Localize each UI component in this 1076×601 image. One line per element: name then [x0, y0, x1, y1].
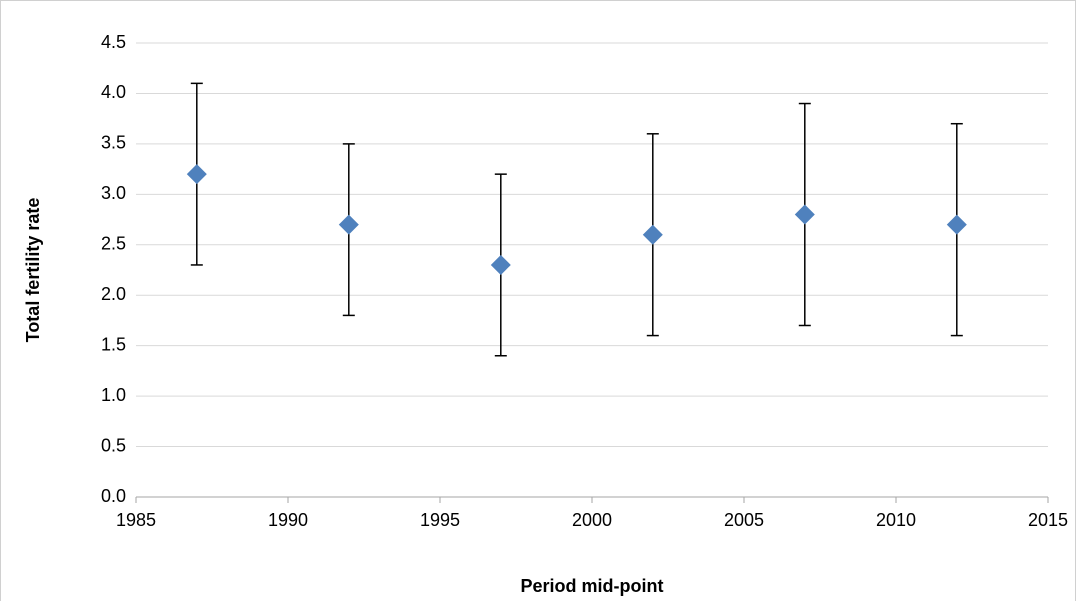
x-tick-label: 2000: [572, 510, 612, 530]
x-tick-label: 1985: [116, 510, 156, 530]
x-tick-label: 1995: [420, 510, 460, 530]
point: [490, 254, 511, 275]
y-tick-label: 3.0: [101, 183, 126, 203]
point: [338, 214, 359, 235]
point: [186, 164, 207, 185]
x-tick-label: 2010: [876, 510, 916, 530]
y-tick-label: 0.5: [101, 435, 126, 455]
point: [946, 214, 967, 235]
x-tick-label: 2015: [1028, 510, 1068, 530]
y-tick-label: 0.0: [101, 486, 126, 506]
y-tick-label: 1.0: [101, 385, 126, 405]
y-tick-label: 4.0: [101, 82, 126, 102]
x-tick-label: 1990: [268, 510, 308, 530]
point: [642, 224, 663, 245]
y-tick-label: 3.5: [101, 133, 126, 153]
y-tick-label: 1.5: [101, 334, 126, 354]
y-tick-label: 4.5: [101, 32, 126, 52]
y-tick-label: 2.0: [101, 284, 126, 304]
y-axis-title: Total fertility rate: [23, 198, 43, 343]
x-tick-label: 2005: [724, 510, 764, 530]
y-tick-label: 2.5: [101, 234, 126, 254]
x-axis-title: Period mid-point: [521, 576, 664, 596]
point: [794, 204, 815, 225]
